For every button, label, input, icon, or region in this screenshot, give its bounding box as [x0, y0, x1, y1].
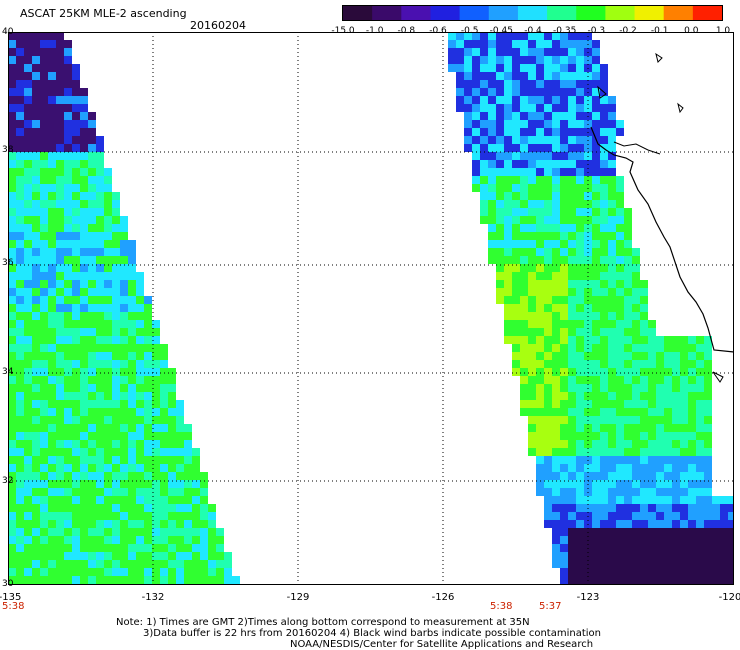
colorbar-label: -0.45: [489, 26, 513, 36]
note-line-2: 3)Data buffer is 22 hrs from 20160204 4)…: [143, 628, 601, 639]
colorbar-label: -0.2: [619, 26, 637, 36]
lat-label: 34: [2, 367, 14, 377]
colorbar-label: -0.6: [429, 26, 447, 36]
left-swath: [8, 32, 240, 584]
colorbar-segment: [634, 6, 665, 20]
colorbar-segment: [692, 6, 722, 20]
colorbar-segment: [488, 6, 519, 20]
colorbar-label: 1.0: [715, 26, 731, 36]
wind-map: [8, 32, 734, 585]
graticule: [8, 32, 734, 585]
island-outline: [712, 371, 724, 383]
colorbar-label: -0.3: [587, 26, 606, 36]
map-title: ASCAT 25KM MLE-2 ascending: [20, 7, 187, 20]
lat-label: 38: [2, 145, 14, 155]
colorbar: [342, 5, 723, 21]
lon-label: -135: [0, 592, 22, 603]
lake-outline-1: [655, 52, 663, 63]
colorbar-segment: [663, 6, 694, 20]
swath-time-label: 5:37: [539, 601, 562, 612]
colorbar-segment: [401, 6, 431, 20]
colorbar-label: -1.0: [365, 26, 384, 36]
swath-time-label: 5:38: [2, 601, 25, 612]
colorbar-segment: [547, 6, 577, 20]
colorbar-segment: [459, 6, 490, 20]
colorbar-label: -0.5: [460, 26, 479, 36]
colorbar-segment: [343, 6, 373, 20]
colorbar-label: -0.1: [650, 26, 669, 36]
bay-outline: [613, 141, 661, 155]
lon-label: -120: [718, 592, 740, 603]
colorbar-segment: [576, 6, 606, 20]
colorbar-label: -0.4: [524, 26, 542, 36]
lat-label: 40: [2, 27, 14, 37]
colorbar-label: 0.0: [684, 26, 699, 36]
lon-label: -132: [141, 592, 165, 603]
map-frame: [8, 32, 734, 585]
colorbar-segment: [517, 6, 548, 20]
lon-label: -129: [286, 592, 310, 603]
lat-label: 32: [2, 476, 14, 486]
lat-label: 36: [2, 258, 14, 268]
colorbar-label: -0.35: [553, 26, 577, 36]
colorbar-label: -0.8: [397, 26, 416, 36]
note-line-1: Note: 1) Times are GMT 2)Times along bot…: [116, 617, 530, 628]
lat-label: 30: [2, 579, 14, 589]
swath-time-label: 5:38: [490, 601, 513, 612]
lon-label: -123: [576, 592, 600, 603]
coastline: [590, 126, 734, 353]
lon-label: -126: [431, 592, 455, 603]
map-date: 20160204: [190, 19, 246, 32]
colorbar-segment: [605, 6, 636, 20]
lake-outline-3: [677, 102, 684, 114]
colorbar-label: -15.0: [331, 26, 355, 36]
right-swath: [448, 32, 734, 585]
note-line-3: NOAA/NESDIS/Center for Satellite Applica…: [290, 639, 594, 650]
colorbar-segment: [372, 6, 402, 20]
lake-outline-2: [597, 85, 607, 99]
colorbar-segment: [430, 6, 461, 20]
